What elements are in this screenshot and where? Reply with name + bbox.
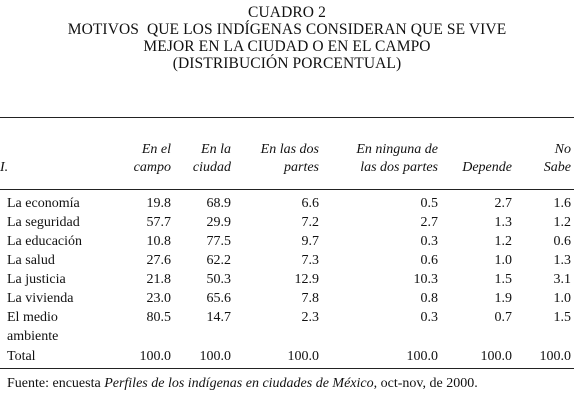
column-header-dos-partes: En las dos partes <box>260 142 319 175</box>
table-row: La salud 27.6 62.2 7.3 0.6 1.0 1.3 <box>0 251 574 270</box>
row-label: La justicia <box>7 272 66 287</box>
source-note: Fuente: encuesta Perfiles de los indígen… <box>7 376 478 391</box>
table-row: La educación 10.8 77.5 9.7 0.3 1.2 0.6 <box>0 232 574 251</box>
table-cell: 0.8 <box>420 291 439 306</box>
title-subtitle: (DISTRIBUCIÓN PORCENTUAL) <box>172 55 402 72</box>
table-cell: 7.8 <box>301 291 320 306</box>
table-body: La economía 19.8 68.9 6.6 0.5 2.7 1.6 La… <box>0 194 574 346</box>
row-label: La economía <box>7 196 80 211</box>
table-cell: 10.3 <box>413 272 439 287</box>
table-cell: 19.8 <box>146 196 172 211</box>
table-cell: 27.6 <box>146 253 172 268</box>
column-header-depende: Depende <box>462 160 512 175</box>
table-cell: 23.0 <box>146 291 172 306</box>
title-line-2: MEJOR EN LA CIUDAD O EN EL CAMPO <box>143 38 431 55</box>
table-cell: 80.5 <box>146 310 172 325</box>
title-number: CUADRO 2 <box>248 4 326 21</box>
table-cell: 1.2 <box>553 215 572 230</box>
table-cell: 1.5 <box>553 310 572 325</box>
table-cell: 6.6 <box>301 196 320 211</box>
column-header-ninguna: En ninguna de las dos partes <box>356 142 438 175</box>
table-cell: 68.9 <box>206 196 232 211</box>
table-cell: 0.3 <box>420 234 439 249</box>
table-cell: 3.1 <box>553 272 572 287</box>
column-header-campo: En el campo <box>133 142 171 175</box>
row-label: La seguridad <box>7 215 80 230</box>
table-cell: 7.2 <box>301 215 320 230</box>
table-row: La justicia 21.8 50.3 12.9 10.3 1.5 3.1 <box>0 270 574 289</box>
table-cell: 1.3 <box>553 253 572 268</box>
row-label: El medio ambiente <box>7 310 59 344</box>
table-cell: 14.7 <box>206 310 232 325</box>
total-cell: 100.0 <box>539 349 572 364</box>
table-cell: 0.7 <box>494 310 513 325</box>
table-cell: 2.3 <box>301 310 320 325</box>
table-cell: 50.3 <box>206 272 232 287</box>
table-cell: 9.7 <box>301 234 320 249</box>
table-cell: 1.5 <box>494 272 513 287</box>
total-cell: 100.0 <box>199 349 232 364</box>
table-cell: 1.9 <box>494 291 513 306</box>
total-cell: 100.0 <box>287 349 320 364</box>
table-cell: 1.0 <box>494 253 513 268</box>
table-title: CUADRO 2 MOTIVOS QUE LOS INDÍGENAS CONSI… <box>0 4 574 72</box>
table-cell: 0.6 <box>420 253 439 268</box>
table-cell: 10.8 <box>146 234 172 249</box>
table-cell: 0.6 <box>553 234 572 249</box>
table-cell: 12.9 <box>294 272 320 287</box>
stub-header: I. <box>0 160 9 175</box>
table-cell: 57.7 <box>146 215 172 230</box>
total-label: Total <box>7 349 36 364</box>
table-cell: 1.3 <box>494 215 513 230</box>
table-cell: 1.0 <box>553 291 572 306</box>
total-cell: 100.0 <box>406 349 439 364</box>
table-row: El medio ambiente 80.5 14.7 2.3 0.3 0.7 … <box>0 308 574 346</box>
header-rule <box>0 189 574 190</box>
table-cell: 65.6 <box>206 291 232 306</box>
column-header-no-sabe: No Sabe <box>543 142 571 175</box>
table-total-row: Total 100.0 100.0 100.0 100.0 100.0 100.… <box>0 347 574 366</box>
table-cell: 77.5 <box>206 234 232 249</box>
table-row: La vivienda 23.0 65.6 7.8 0.8 1.9 1.0 <box>0 289 574 308</box>
bottom-rule <box>0 368 574 369</box>
table-cell: 2.7 <box>420 215 439 230</box>
table-cell: 62.2 <box>206 253 232 268</box>
column-header-ciudad: En la ciudad <box>192 142 231 175</box>
table-cell: 0.3 <box>420 310 439 325</box>
table-row: La seguridad 57.7 29.9 7.2 2.7 1.3 1.2 <box>0 213 574 232</box>
total-cell: 100.0 <box>139 349 172 364</box>
table-cell: 1.2 <box>494 234 513 249</box>
title-line-1: MOTIVOS QUE LOS INDÍGENAS CONSIDERAN QUE… <box>67 21 507 38</box>
table-cell: 21.8 <box>146 272 172 287</box>
table-cell: 29.9 <box>206 215 232 230</box>
table-cell: 0.5 <box>420 196 439 211</box>
total-cell: 100.0 <box>480 349 513 364</box>
table-cell: 2.7 <box>494 196 513 211</box>
row-label: La vivienda <box>7 291 74 306</box>
table-cell: 7.3 <box>301 253 320 268</box>
table-row: La economía 19.8 68.9 6.6 0.5 2.7 1.6 <box>0 194 574 213</box>
row-label: La salud <box>7 253 55 268</box>
row-label: La educación <box>7 234 83 249</box>
table-cell: 1.6 <box>553 196 572 211</box>
top-rule <box>0 117 574 118</box>
